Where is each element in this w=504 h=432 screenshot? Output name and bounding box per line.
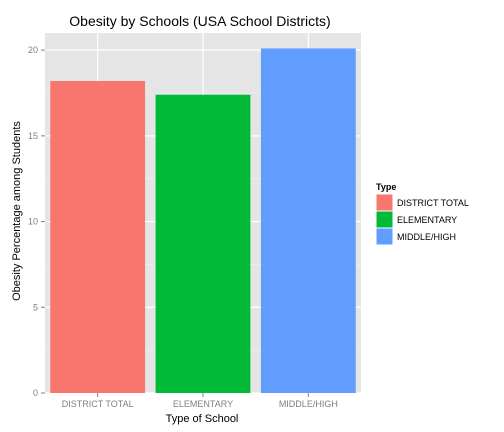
legend-key	[375, 210, 394, 229]
y-tick-label: 15	[28, 131, 38, 141]
x-tick-label: ELEMENTARY	[173, 399, 233, 409]
legend: Type DISTRICT TOTAL ELEMENTARY MIDDLE/HIGH	[375, 182, 469, 246]
y-tick-label: 0	[33, 388, 38, 398]
bar-middle-high	[260, 48, 356, 394]
x-axis-title: Type of School	[166, 413, 239, 425]
x-tick-label: DISTRICT TOTAL	[62, 399, 134, 409]
legend-label: MIDDLE/HIGH	[397, 232, 456, 242]
y-tick-label: 5	[33, 302, 38, 312]
bar-elementary	[155, 94, 251, 393]
legend-title: Type	[376, 182, 396, 192]
legend-label: ELEMENTARY	[397, 215, 457, 225]
bar-district-total	[50, 81, 146, 393]
x-tick-label: MIDDLE/HIGH	[279, 399, 338, 409]
legend-key	[375, 227, 394, 246]
y-tick-label: 20	[28, 45, 38, 55]
legend-key	[375, 193, 394, 212]
plot-area: 0 5 10 15 20 DISTRICT TOTAL ELEMENTARY MIDDLE/H…	[28, 33, 361, 409]
y-tick-label: 10	[28, 217, 38, 227]
chart-title: Obesity by Schools (USA School Districts…	[69, 13, 330, 29]
legend-label: DISTRICT TOTAL	[397, 198, 469, 208]
y-axis-title: Obesity Percentage among Students	[11, 121, 23, 301]
